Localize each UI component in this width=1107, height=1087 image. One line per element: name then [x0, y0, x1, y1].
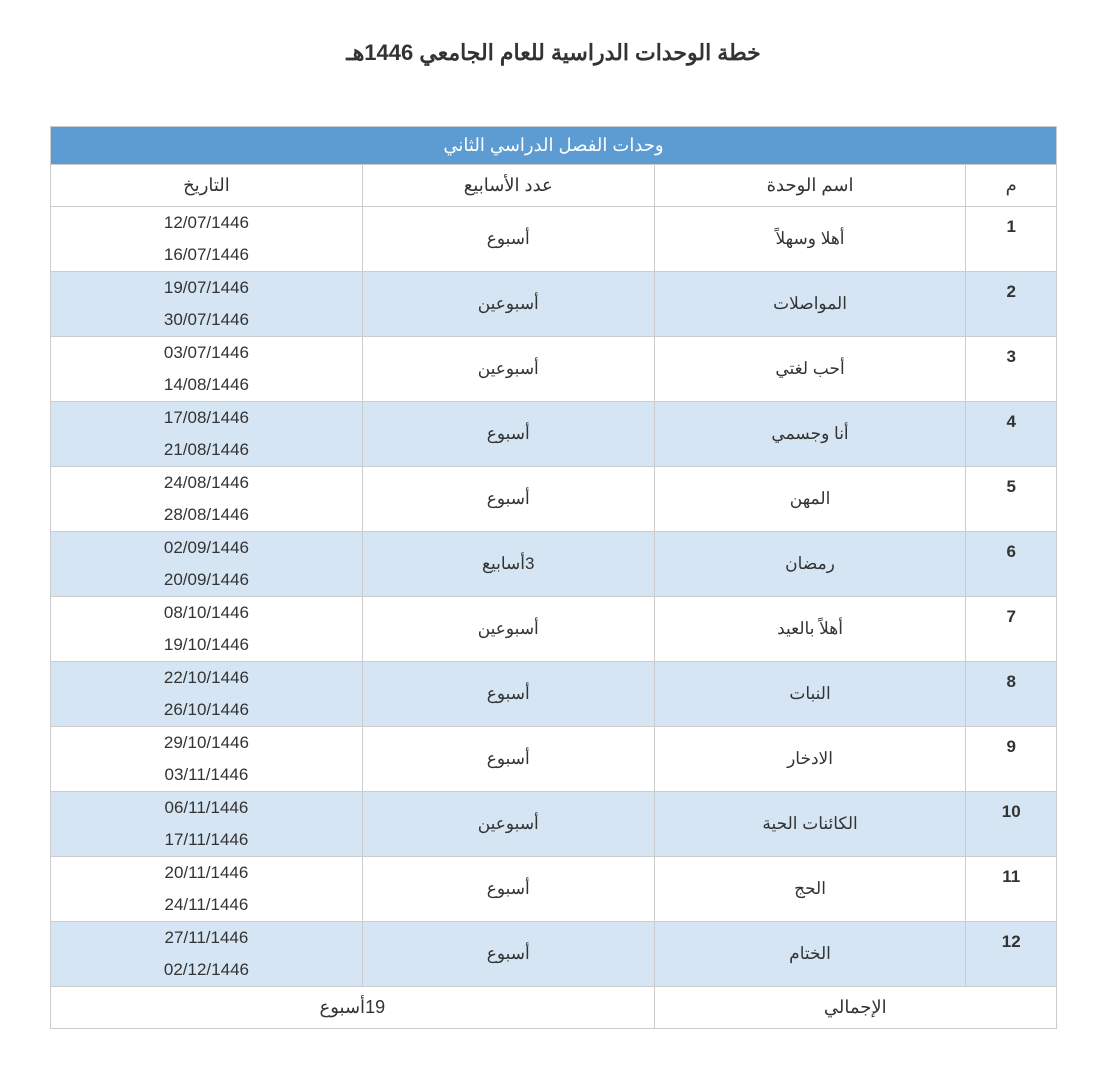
row-date-from: 19/07/1446 [51, 272, 362, 304]
table-row: 12الختامأسبوع27/11/144602/12/1446 [51, 922, 1057, 987]
row-unit: الكائنات الحية [654, 792, 966, 857]
row-date-from: 08/10/1446 [51, 597, 362, 629]
row-date: 08/10/144619/10/1446 [51, 597, 363, 662]
row-unit: المهن [654, 467, 966, 532]
row-weeks: أسبوعين [362, 597, 654, 662]
row-date-from: 27/11/1446 [51, 922, 362, 954]
row-date: 19/07/144630/07/1446 [51, 272, 363, 337]
row-date-to: 19/10/1446 [51, 629, 362, 661]
row-date-to: 20/09/1446 [51, 564, 362, 596]
row-weeks: أسبوع [362, 857, 654, 922]
col-num: م [966, 165, 1057, 207]
row-num: 1 [966, 207, 1057, 272]
row-date-to: 21/08/1446 [51, 434, 362, 466]
row-unit: المواصلات [654, 272, 966, 337]
row-unit: الادخار [654, 727, 966, 792]
row-num: 5 [966, 467, 1057, 532]
row-date: 20/11/144624/11/1446 [51, 857, 363, 922]
row-date-to: 17/11/1446 [51, 824, 362, 856]
row-date: 02/09/144620/09/1446 [51, 532, 363, 597]
row-date: 27/11/144602/12/1446 [51, 922, 363, 987]
row-num: 9 [966, 727, 1057, 792]
row-num: 2 [966, 272, 1057, 337]
table-row: 7أهلاً بالعيدأسبوعين08/10/144619/10/1446 [51, 597, 1057, 662]
row-weeks: 3أسابيع [362, 532, 654, 597]
row-date-to: 02/12/1446 [51, 954, 362, 986]
table-header-row: وحدات الفصل الدراسي الثاني [51, 127, 1057, 165]
row-date-from: 12/07/1446 [51, 207, 362, 239]
row-unit: رمضان [654, 532, 966, 597]
table-row: 3أحب لغتيأسبوعين03/07/144614/08/1446 [51, 337, 1057, 402]
row-weeks: أسبوع [362, 207, 654, 272]
table-row: 4أنا وجسميأسبوع17/08/144621/08/1446 [51, 402, 1057, 467]
row-weeks: أسبوع [362, 402, 654, 467]
row-date: 22/10/144626/10/1446 [51, 662, 363, 727]
row-unit: الحج [654, 857, 966, 922]
row-date-to: 30/07/1446 [51, 304, 362, 336]
row-unit: الختام [654, 922, 966, 987]
row-weeks: أسبوع [362, 727, 654, 792]
row-date-to: 14/08/1446 [51, 369, 362, 401]
row-weeks: أسبوع [362, 922, 654, 987]
row-num: 3 [966, 337, 1057, 402]
row-date: 24/08/144628/08/1446 [51, 467, 363, 532]
row-num: 7 [966, 597, 1057, 662]
row-date-to: 26/10/1446 [51, 694, 362, 726]
row-unit: النبات [654, 662, 966, 727]
row-date-to: 16/07/1446 [51, 239, 362, 271]
table-row: 11الحجأسبوع20/11/144624/11/1446 [51, 857, 1057, 922]
total-value: 19أسبوع [51, 987, 655, 1029]
row-weeks: أسبوع [362, 662, 654, 727]
row-unit: أهلا وسهلاً [654, 207, 966, 272]
row-unit: أنا وجسمي [654, 402, 966, 467]
table-row: 9الادخارأسبوع29/10/144603/11/1446 [51, 727, 1057, 792]
table-row: 8النباتأسبوع22/10/144626/10/1446 [51, 662, 1057, 727]
row-date-from: 03/07/1446 [51, 337, 362, 369]
row-date-from: 02/09/1446 [51, 532, 362, 564]
table-columns-row: م اسم الوحدة عدد الأسابيع التاريخ [51, 165, 1057, 207]
row-num: 12 [966, 922, 1057, 987]
row-date: 03/07/144614/08/1446 [51, 337, 363, 402]
row-unit: أهلاً بالعيد [654, 597, 966, 662]
schedule-table: وحدات الفصل الدراسي الثاني م اسم الوحدة … [50, 126, 1057, 1029]
table-header: وحدات الفصل الدراسي الثاني [51, 127, 1057, 165]
row-date-from: 24/08/1446 [51, 467, 362, 499]
row-date-to: 03/11/1446 [51, 759, 362, 791]
row-num: 11 [966, 857, 1057, 922]
row-num: 6 [966, 532, 1057, 597]
row-num: 4 [966, 402, 1057, 467]
table-row: 2المواصلاتأسبوعين19/07/144630/07/1446 [51, 272, 1057, 337]
row-date-from: 06/11/1446 [51, 792, 362, 824]
row-unit: أحب لغتي [654, 337, 966, 402]
row-weeks: أسبوعين [362, 272, 654, 337]
table-row: 6رمضان3أسابيع02/09/144620/09/1446 [51, 532, 1057, 597]
row-date: 06/11/144617/11/1446 [51, 792, 363, 857]
total-row: الإجمالي 19أسبوع [51, 987, 1057, 1029]
row-date-from: 22/10/1446 [51, 662, 362, 694]
table-row: 10الكائنات الحيةأسبوعين06/11/144617/11/1… [51, 792, 1057, 857]
table-row: 5المهنأسبوع24/08/144628/08/1446 [51, 467, 1057, 532]
table-row: 1أهلا وسهلاًأسبوع12/07/144616/07/1446 [51, 207, 1057, 272]
row-date: 12/07/144616/07/1446 [51, 207, 363, 272]
row-date-from: 20/11/1446 [51, 857, 362, 889]
page-title: خطة الوحدات الدراسية للعام الجامعي 1446ه… [50, 40, 1057, 66]
col-date: التاريخ [51, 165, 363, 207]
row-weeks: أسبوعين [362, 337, 654, 402]
row-date: 29/10/144603/11/1446 [51, 727, 363, 792]
row-date-from: 17/08/1446 [51, 402, 362, 434]
total-label: الإجمالي [654, 987, 1056, 1029]
row-date-to: 24/11/1446 [51, 889, 362, 921]
row-weeks: أسبوع [362, 467, 654, 532]
row-weeks: أسبوعين [362, 792, 654, 857]
row-num: 10 [966, 792, 1057, 857]
row-date: 17/08/144621/08/1446 [51, 402, 363, 467]
col-unit: اسم الوحدة [654, 165, 966, 207]
row-date-from: 29/10/1446 [51, 727, 362, 759]
col-weeks: عدد الأسابيع [362, 165, 654, 207]
row-date-to: 28/08/1446 [51, 499, 362, 531]
row-num: 8 [966, 662, 1057, 727]
